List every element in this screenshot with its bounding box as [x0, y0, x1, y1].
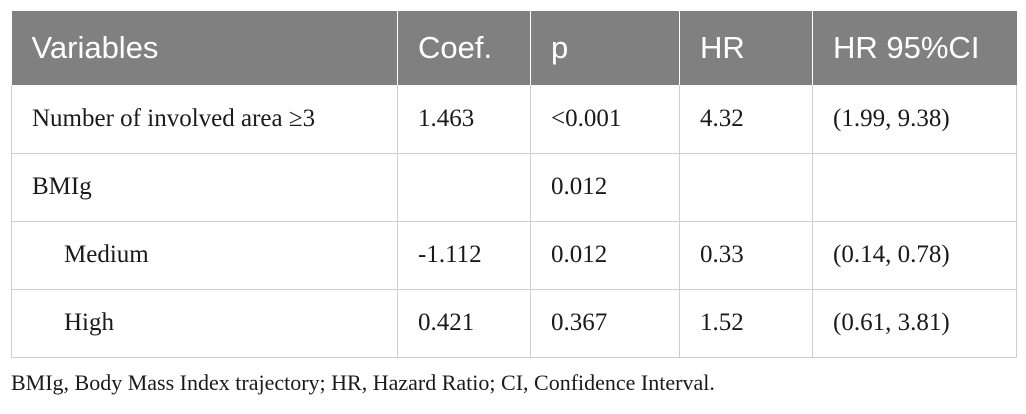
cell-ci: (0.14, 0.78) — [812, 220, 1017, 289]
cell-ci: (0.61, 3.81) — [812, 288, 1017, 358]
header-coef: Coef. — [397, 11, 531, 85]
header-hr-ci: HR 95%CI — [812, 11, 1017, 85]
table-row: High 0.421 0.367 1.52 (0.61, 3.81) — [11, 288, 1017, 358]
header-variables: Variables — [11, 11, 398, 85]
header-row: Variables Coef. p HR HR 95%CI — [11, 11, 1017, 85]
results-table: Variables Coef. p HR HR 95%CI Number of … — [11, 11, 1017, 358]
cell-p: <0.001 — [530, 85, 680, 153]
table-row: Medium -1.112 0.012 0.33 (0.14, 0.78) — [11, 220, 1017, 289]
cell-variable: Medium — [11, 220, 398, 289]
cell-hr: 0.33 — [679, 220, 813, 289]
cell-hr — [679, 152, 813, 221]
table-header: Variables Coef. p HR HR 95%CI — [11, 11, 1017, 85]
cell-hr: 4.32 — [679, 85, 813, 153]
cell-p: 0.012 — [530, 152, 680, 221]
cell-coef: 0.421 — [397, 288, 531, 358]
cell-coef: 1.463 — [397, 85, 531, 153]
cell-p: 0.012 — [530, 220, 680, 289]
header-hr: HR — [679, 11, 813, 85]
header-p: p — [530, 11, 680, 85]
cell-ci: (1.99, 9.38) — [812, 85, 1017, 153]
cell-p: 0.367 — [530, 288, 680, 358]
cell-variable: High — [11, 288, 398, 358]
cell-hr: 1.52 — [679, 288, 813, 358]
cell-variable: Number of involved area ≥3 — [11, 85, 398, 153]
table-footnote: BMIg, Body Mass Index trajectory; HR, Ha… — [11, 370, 715, 395]
cell-variable: BMIg — [11, 152, 398, 221]
cell-coef — [397, 152, 531, 221]
table-row: BMIg 0.012 — [11, 152, 1017, 221]
table-body: Number of involved area ≥3 1.463 <0.001 … — [11, 85, 1017, 358]
cell-ci — [812, 152, 1017, 221]
table-row: Number of involved area ≥3 1.463 <0.001 … — [11, 85, 1017, 153]
cell-coef: -1.112 — [397, 220, 531, 289]
